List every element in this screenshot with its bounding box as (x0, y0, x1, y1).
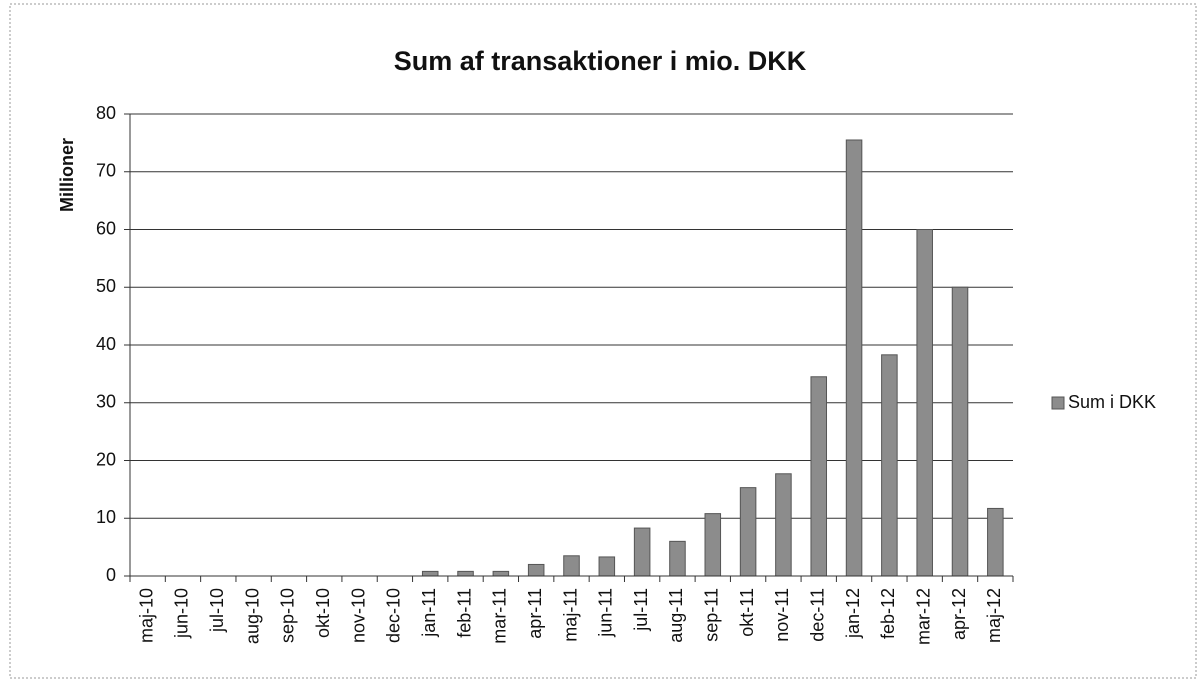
bar (810, 376, 828, 577)
bar (598, 556, 616, 577)
y-tick-label: 20 (96, 449, 116, 469)
x-tick-label: jan-11 (419, 588, 439, 638)
bar (492, 570, 510, 577)
x-tick-label: maj-11 (560, 588, 580, 642)
chart-title: Sum af transaktioner i mio. DKK (394, 46, 807, 76)
x-tick-label: sep-10 (278, 588, 298, 643)
x-tick-label: mar-12 (913, 588, 933, 645)
x-tick-label: apr-11 (525, 588, 545, 639)
bar (739, 487, 757, 577)
bar (527, 563, 545, 577)
x-tick-label: nov-11 (772, 588, 792, 642)
y-tick-label: 30 (96, 392, 116, 412)
bar (457, 570, 474, 577)
y-tick-label: 40 (96, 334, 116, 354)
x-tick-label: feb-12 (878, 588, 898, 639)
y-tick-label: 0 (106, 565, 116, 585)
legend-label: Sum i DKK (1068, 392, 1156, 412)
x-tick-label: nov-10 (348, 588, 368, 643)
x-tick-label: jun-10 (172, 588, 192, 639)
x-tick-label: jul-10 (207, 588, 227, 633)
x-tick-label: aug-11 (666, 588, 686, 643)
bar (775, 473, 792, 577)
x-tick-label: jan-12 (843, 588, 863, 639)
bar (987, 507, 1004, 577)
bar (704, 513, 722, 577)
bar (845, 139, 863, 577)
y-tick-label: 60 (96, 218, 116, 238)
x-tick-label: maj-10 (136, 588, 156, 643)
x-tick-label: aug-10 (242, 588, 262, 644)
bar (916, 229, 933, 577)
bar (633, 527, 651, 577)
bar (563, 555, 580, 577)
x-tick-label: okt-11 (737, 588, 757, 637)
y-tick-label: 70 (96, 161, 116, 181)
x-tick-label: feb-11 (454, 588, 474, 638)
bar (669, 540, 686, 577)
x-tick-label: mar-11 (490, 588, 510, 644)
y-tick-label: 10 (96, 507, 116, 527)
x-tick-label: sep-11 (702, 588, 722, 642)
x-tick-label: maj-12 (984, 588, 1004, 643)
chart-border (9, 3, 1197, 679)
x-tick-label: okt-10 (313, 588, 333, 638)
x-tick-label: dec-11 (807, 588, 827, 642)
bar (421, 570, 439, 577)
bar (951, 286, 969, 577)
x-tick-label: dec-10 (384, 588, 404, 643)
bar (881, 354, 898, 577)
y-tick-label: 80 (96, 103, 116, 123)
x-tick-label: jul-11 (631, 588, 651, 632)
y-axis-label: Millioner (57, 138, 77, 212)
x-tick-label: apr-12 (949, 588, 969, 640)
y-tick-label: 50 (96, 276, 116, 296)
x-tick-label: jun-11 (596, 588, 616, 638)
legend-swatch (1051, 396, 1065, 410)
